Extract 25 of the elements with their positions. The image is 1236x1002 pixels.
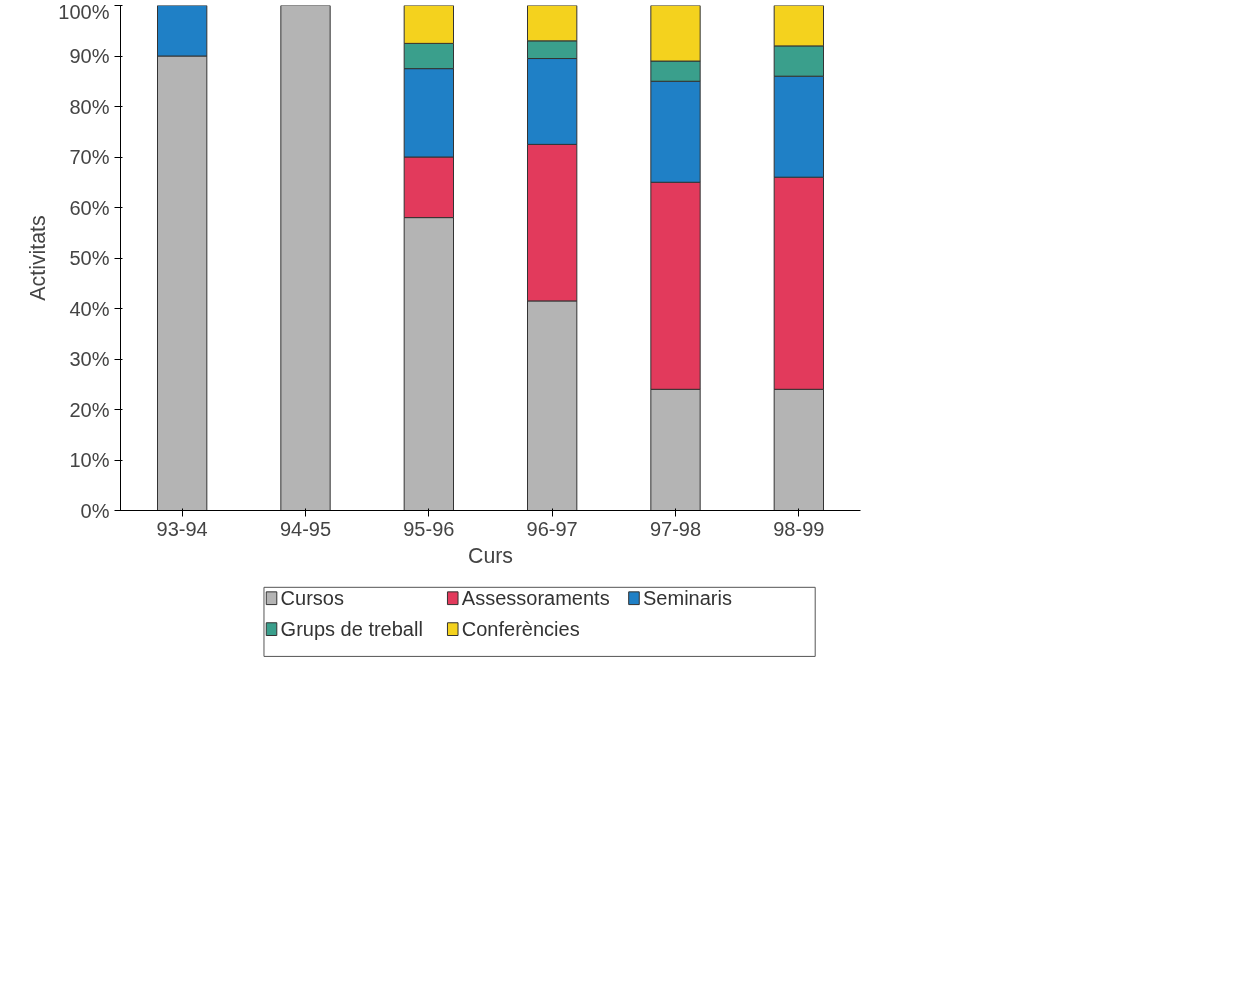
- y-tick-label: 90%: [69, 45, 110, 67]
- y-axis-title: Activitats: [26, 215, 51, 301]
- y-tick-label: 10%: [69, 449, 110, 471]
- legend-label: Conferències: [461, 618, 580, 641]
- y-tick-label: 40%: [69, 297, 110, 320]
- y-tick-label: 0%: [80, 499, 110, 522]
- y-tick-label: 60%: [69, 196, 110, 219]
- legend-label: Assessoraments: [461, 587, 610, 610]
- legend-label: Cursos: [280, 587, 344, 610]
- y-tick-label: 100%: [58, 0, 110, 23]
- y-tick-label: 50%: [69, 247, 110, 269]
- x-tick-label: 98-99: [773, 517, 825, 540]
- y-tick-label: 80%: [69, 95, 110, 118]
- bar: [280, 5, 331, 511]
- x-axis-title: Curs: [467, 543, 514, 568]
- x-tick-label: 97-98: [649, 517, 702, 540]
- legend-label: Grups de treball: [280, 618, 423, 641]
- y-tick-label: 20%: [69, 398, 110, 421]
- x-tick-label: 93-94: [156, 517, 208, 540]
- x-tick-label: 96-97: [526, 517, 578, 540]
- y-tick-label: 30%: [69, 348, 110, 370]
- x-tick-label: 94-95: [279, 517, 332, 540]
- y-tick-label: 70%: [69, 146, 110, 168]
- x-tick-label: 95-96: [403, 517, 455, 540]
- legend-label: Seminaris: [643, 587, 732, 610]
